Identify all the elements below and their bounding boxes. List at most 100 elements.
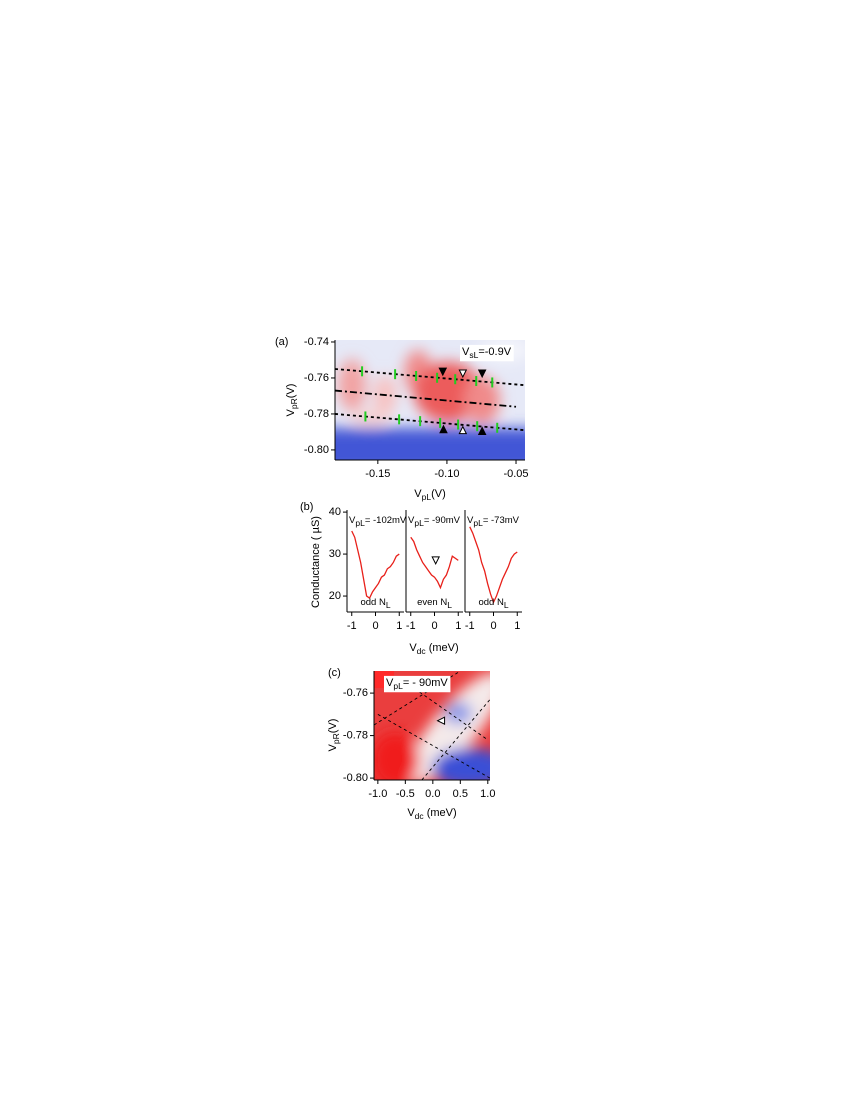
x-tick-label: -1.0 (368, 788, 387, 800)
triangle-marker (458, 425, 468, 435)
series-label: VpL= -90mV (408, 515, 461, 529)
label-part: V (408, 515, 415, 526)
series-label: VpL= -73mV (467, 515, 520, 529)
triangle-marker (477, 369, 487, 379)
y-tick-label: 20 (329, 590, 341, 602)
y-tick-label: 40 (329, 506, 341, 518)
series-label: VpL= -102mV (349, 515, 407, 529)
y-tick-label: -0.74 (304, 336, 329, 348)
x-tick-label: 1 (514, 620, 520, 632)
label-part: =-0.9V (478, 346, 511, 358)
series-note: odd NL (360, 597, 390, 611)
label-part: dc (415, 811, 425, 821)
label-part: pR (289, 398, 299, 409)
x-axis-label: Vdc (meV) (409, 642, 458, 656)
label-part: V (462, 346, 470, 358)
x-tick-label: -1 (406, 620, 416, 632)
x-axis-label: VpL(V) (414, 488, 445, 502)
x-tick-label: -1 (465, 620, 475, 632)
label-part: (V) (431, 488, 446, 500)
conductance-line (351, 530, 400, 600)
label-part: V (414, 488, 422, 500)
label-part: V (409, 642, 417, 654)
y-tick-label: -0.76 (343, 687, 368, 699)
x-tick-label: -0.5 (396, 788, 415, 800)
label-part: = -73mV (483, 515, 520, 526)
label-part: pL (473, 518, 483, 528)
triangle-marker (477, 426, 487, 436)
y-tick-label: -0.80 (304, 444, 329, 456)
label-part: = - 90mV (403, 677, 449, 689)
x-tick-label: 1 (396, 620, 402, 632)
plot-area (335, 366, 525, 433)
label-part: sL (469, 350, 478, 360)
label-part: = -102mV (365, 515, 407, 526)
plots: -0.74 -0.76 -0.78 -0.80 -0.15 -0.10 -0.05 VsL=-… (275, 336, 529, 821)
label-part: (meV) (426, 642, 459, 654)
series-note: odd NL (478, 597, 508, 611)
label-part: pL (422, 492, 432, 502)
fit-line (335, 413, 525, 432)
triangle-marker (438, 367, 448, 377)
x-tick-label: -0.10 (434, 468, 459, 480)
label-part: L (504, 600, 509, 610)
x-tick-label: 0.0 (425, 788, 440, 800)
label-part: V (285, 408, 297, 416)
label-part: dc (417, 646, 427, 656)
x-tick-label: 1 (455, 620, 461, 632)
x-tick-label: -0.05 (503, 468, 528, 480)
x-tick-label: -0.15 (365, 468, 390, 480)
triangle-marker (458, 369, 468, 379)
y-axis-label: VpR(V) (285, 384, 299, 417)
x-tick-label: 0 (431, 620, 437, 632)
label-part: V (349, 515, 356, 526)
x-tick-label: -1 (347, 620, 357, 632)
panel-label: (b) (300, 501, 313, 513)
label-part: V (386, 677, 394, 689)
fit-line (335, 389, 517, 408)
y-axis-label: Conductance ( µS) (310, 516, 322, 608)
label-part: (V) (285, 384, 297, 399)
conductance-line (410, 536, 459, 590)
label-part: (meV) (424, 807, 457, 819)
y-tick-label: -0.76 (304, 372, 329, 384)
annotation: VpL= - 90mV (386, 677, 448, 691)
label-part: pL (393, 681, 403, 691)
label-part: V (467, 515, 474, 526)
triangle-marker (431, 556, 440, 565)
y-tick-label: 30 (329, 548, 341, 560)
label-part: pL (355, 518, 365, 528)
label-part: V (327, 743, 339, 751)
label-part: L (447, 600, 452, 610)
label-part: even N (417, 597, 447, 608)
label-part: pR (331, 733, 341, 744)
label-part: odd N (360, 597, 385, 608)
x-tick-label: 0 (490, 620, 496, 632)
label-part: odd N (478, 597, 503, 608)
series-note: even NL (417, 597, 452, 611)
annotation-bg (384, 675, 451, 693)
triangle-marker (436, 716, 446, 726)
annotation: VsL=-0.9V (462, 346, 512, 360)
y-tick-label: -0.80 (343, 772, 368, 784)
x-axis-label: Vdc (meV) (407, 807, 456, 821)
x-tick-label: 0.5 (453, 788, 468, 800)
panel-label: (c) (328, 667, 341, 679)
label-part: V (407, 807, 415, 819)
label-part: L (386, 600, 391, 610)
y-axis-label: VpR(V) (327, 719, 341, 752)
x-tick-label: 0 (372, 620, 378, 632)
label-part: Conductance ( µS) (310, 516, 322, 608)
heatmap-c-background (374, 671, 490, 780)
label-part: pL (414, 518, 424, 528)
conductance-line (469, 526, 518, 605)
label-part: = -90mV (424, 515, 461, 526)
y-tick-label: -0.78 (304, 408, 329, 420)
triangle-marker (439, 424, 448, 434)
x-tick-label: 1.0 (480, 788, 495, 800)
label-part: (V) (327, 719, 339, 734)
y-tick-label: -0.78 (343, 729, 368, 741)
annotation-bg (460, 344, 514, 362)
panel-label: (a) (275, 336, 288, 348)
